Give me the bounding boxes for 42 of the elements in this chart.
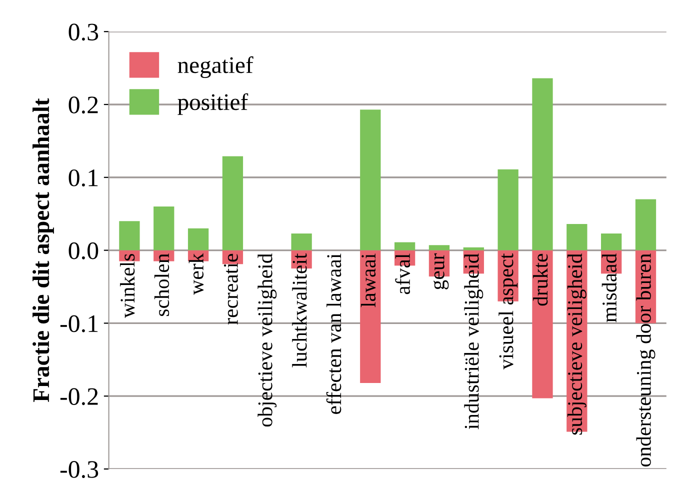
x-tick-label: subjectieve veiligheid — [567, 253, 586, 435]
legend-label: negatief — [178, 56, 254, 78]
bar — [360, 110, 381, 250]
x-tick-label: luchtkwaliteit — [292, 253, 307, 368]
bar — [463, 247, 484, 250]
x-tick-label: effecten van lawaai — [326, 254, 342, 414]
bar — [188, 228, 209, 250]
x-tick-label: misdaad — [602, 253, 617, 322]
y-tick-label: 0.1 — [68, 169, 98, 186]
legend-label: positief — [178, 93, 248, 115]
x-tick-label: scholen — [154, 254, 170, 316]
bar — [222, 156, 244, 250]
y-tick-label: 0.2 — [68, 96, 98, 114]
bar — [360, 250, 381, 383]
y-tick-label: -0.1 — [60, 315, 98, 332]
x-tick-label: industriële veiligheid — [464, 253, 484, 430]
x-tick-label: afval — [395, 254, 410, 294]
y-tick-label: -0.3 — [60, 461, 98, 478]
x-tick-label: recreatie — [224, 254, 238, 324]
x-tick-label: lawaai — [360, 254, 376, 308]
x-tick-label: ondersteuning door buren — [636, 254, 656, 466]
bar — [566, 224, 588, 250]
bar — [532, 78, 553, 250]
bar — [635, 199, 656, 250]
bar — [498, 169, 518, 250]
bar — [428, 245, 450, 250]
bar — [532, 250, 553, 398]
x-tick-label: visueel aspect — [498, 253, 518, 370]
x-tick-label: drukte — [533, 254, 548, 306]
x-tick-label: werk — [188, 253, 204, 295]
bar — [291, 234, 312, 250]
x-tick-label: objectieve veiligheid — [258, 253, 277, 427]
y-tick-label: 0.0 — [68, 242, 98, 260]
x-tick-label: geur — [433, 253, 449, 290]
bar — [394, 242, 416, 250]
bar — [601, 234, 622, 250]
bar — [154, 206, 174, 250]
y-tick-label: -0.2 — [60, 388, 98, 406]
bar — [119, 221, 140, 250]
y-tick-label: 0.3 — [68, 24, 98, 41]
y-axis-title: Fractie die dit aspect aanhaalt — [32, 98, 54, 402]
x-tick-label: winkels — [120, 254, 135, 318]
